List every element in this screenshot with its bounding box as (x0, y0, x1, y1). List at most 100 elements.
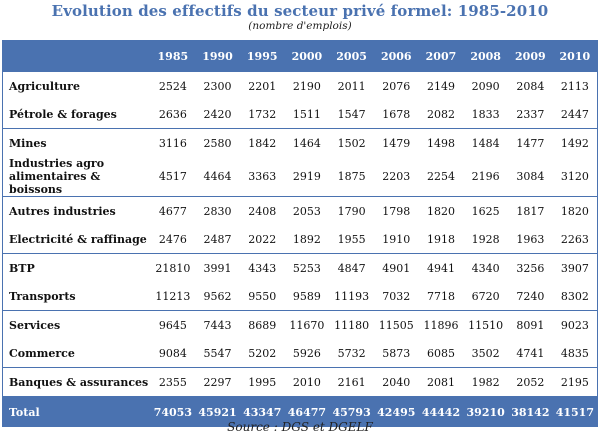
header-cell-year: 1985 (150, 40, 196, 72)
table-cell: 4847 (329, 253, 374, 282)
table-row: Agriculture 2524 2300 2201 2190 2011 207… (3, 72, 598, 100)
table-row: Commerce 9084 5547 5202 5926 5732 5873 6… (3, 339, 598, 368)
table-cell: 1892 (292, 232, 321, 246)
table-cell: 3256 (508, 253, 553, 282)
table-cell: 1464 (284, 128, 330, 157)
table-cell: 2196 (471, 170, 500, 183)
table-cell: 3991 (195, 253, 240, 282)
table-cell: 2487 (203, 232, 232, 246)
header-cell-year: 2008 (463, 40, 508, 72)
table-cell: 2254 (426, 170, 455, 183)
table-cell: 5202 (248, 346, 277, 360)
table-cell: 2263 (560, 232, 589, 246)
table-row: Pétrole & forages 2636 2420 1732 1511 15… (3, 100, 598, 129)
header-cell-year: 1995 (239, 40, 285, 72)
table-cell: 1477 (508, 128, 553, 157)
row-label-line: Industries agro (9, 157, 105, 170)
header-cell-sector (2, 40, 151, 72)
table-cell: 4941 (418, 253, 464, 282)
table-cell: 8689 (239, 310, 285, 339)
table-cell: 7032 (382, 289, 411, 303)
total-cell: 46477 (284, 396, 330, 427)
table-cell: 3363 (248, 170, 277, 183)
table-cell: 7718 (426, 289, 455, 303)
table-cell: 1479 (373, 128, 419, 157)
table-cell: 2203 (382, 170, 411, 183)
table-cell: 3120 (560, 170, 589, 183)
table-cell: 2830 (195, 196, 240, 225)
table-cell: 2300 (203, 79, 232, 93)
table-cell: 2524 (158, 79, 187, 93)
table-cell: 1817 (508, 196, 553, 225)
table-cell: 5253 (284, 253, 330, 282)
table-cell: 1928 (471, 232, 500, 246)
table-cell: 1982 (463, 367, 508, 397)
table-cell: 7443 (195, 310, 240, 339)
row-label: Transports (9, 289, 76, 303)
table-cell: 6085 (426, 346, 455, 360)
table-cell: 8302 (560, 289, 589, 303)
table-cell: 4517 (158, 170, 187, 183)
table-cell: 2636 (158, 107, 187, 121)
table-cell: 1678 (382, 107, 411, 121)
total-cell: 43347 (239, 396, 285, 427)
table-cell: 9645 (150, 310, 196, 339)
row-label: Services (2, 310, 151, 339)
table-row: Autres industries 4677 2830 2408 2053 17… (2, 196, 598, 225)
table-cell: 2052 (508, 367, 553, 397)
table-cell: 5547 (203, 346, 232, 360)
row-label: Commerce (9, 346, 75, 360)
row-label: Agriculture (9, 79, 80, 93)
table-cell: 3116 (150, 128, 196, 157)
table-cell: 1910 (382, 232, 411, 246)
table-cell: 2337 (516, 107, 545, 121)
table-cell: 5873 (382, 346, 411, 360)
source-note: Source : DGS et DGELF (227, 420, 373, 434)
header-cell-year: 2005 (329, 40, 374, 72)
table-cell: 2355 (150, 367, 196, 397)
row-label: Industries agro alimentaires & boissons (3, 157, 151, 197)
table-cell: 3084 (516, 170, 545, 183)
header-cell-year: 2010 (552, 40, 598, 72)
table-cell: 2447 (560, 107, 589, 121)
table-cell: 2201 (248, 79, 277, 93)
table-cell: 1820 (418, 196, 464, 225)
header-cell-year: 2009 (508, 40, 553, 72)
table-cell: 21810 (150, 253, 196, 282)
table-row: Electricité & raffinage 2476 2487 2022 1… (3, 225, 598, 254)
total-row: Total 74053 45921 43347 46477 45793 4249… (2, 396, 598, 427)
total-cell: 41517 (552, 396, 598, 427)
total-cell: 74053 (150, 396, 196, 427)
table-cell: 1875 (337, 170, 366, 183)
row-label-line: alimentaires & boissons (9, 170, 101, 196)
total-cell: 39210 (463, 396, 508, 427)
table-subtitle: (nombre d'emplois) (248, 20, 352, 32)
table-cell: 11505 (373, 310, 419, 339)
table-cell: 1732 (248, 107, 277, 121)
table-cell: 2420 (203, 107, 232, 121)
table-cell: 2161 (329, 367, 374, 397)
table-cell: 2580 (195, 128, 240, 157)
table-cell: 11193 (334, 289, 370, 303)
table-cell: 1955 (337, 232, 366, 246)
table-cell: 2084 (516, 79, 545, 93)
table-row: Mines 3116 2580 1842 1464 1502 1479 1498… (2, 128, 598, 157)
table-cell: 1820 (552, 196, 598, 225)
row-label: Banques & assurances (2, 367, 151, 397)
header-cell-year: 2000 (284, 40, 330, 72)
table-cell: 11213 (155, 289, 191, 303)
table-cell: 4901 (373, 253, 419, 282)
total-cell: 45921 (195, 396, 240, 427)
table-cell: 1995 (239, 367, 285, 397)
table-cell: 6720 (471, 289, 500, 303)
total-cell: 45793 (329, 396, 374, 427)
total-cell: 44442 (418, 396, 464, 427)
table-row: Transports 11213 9562 9550 9589 11193 70… (3, 282, 598, 311)
row-label: Electricité & raffinage (9, 232, 147, 246)
table-cell: 2053 (284, 196, 330, 225)
row-label: Total (2, 396, 151, 427)
header-cell-year: 1990 (195, 40, 240, 72)
table-cell: 2149 (426, 79, 455, 93)
header-row: 1985 1990 1995 2000 2005 2006 2007 2008 … (2, 40, 598, 72)
table-cell: 1625 (463, 196, 508, 225)
